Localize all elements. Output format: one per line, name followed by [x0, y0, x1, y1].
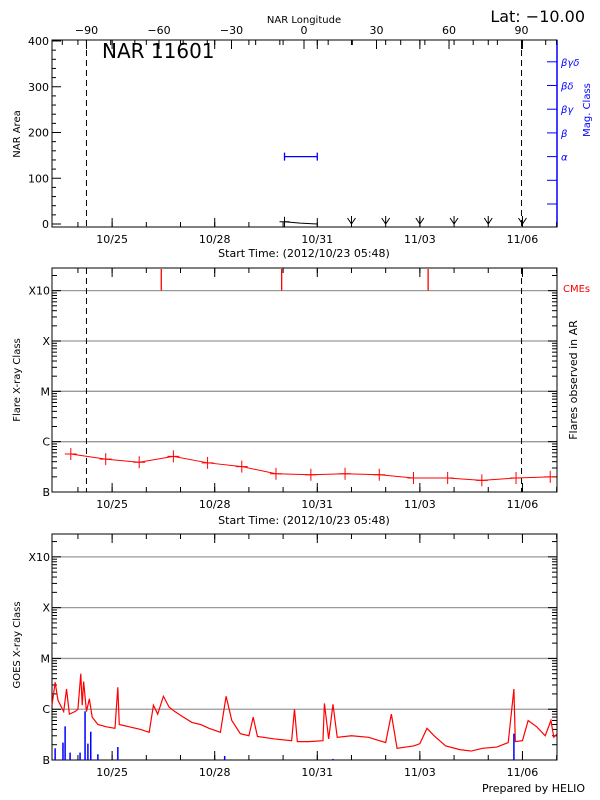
area-point-marker: [279, 216, 290, 227]
x-axis-title: Start Time: (2012/10/23 05:48): [218, 514, 390, 527]
plot-frame: [51, 39, 558, 228]
flare-point: [407, 471, 420, 484]
mag-class-label: βγ: [560, 105, 574, 116]
x-tick-label: 11/03: [404, 498, 436, 511]
x-tick-label: 10/25: [96, 233, 128, 246]
x-tick-label: 10/25: [96, 498, 128, 511]
x-tick-label: 10/28: [199, 233, 231, 246]
flare-point: [133, 456, 146, 469]
x-tick-label: 11/06: [507, 498, 539, 511]
flare-point: [339, 467, 352, 480]
goes-long-channel-line: [51, 673, 558, 752]
flare-point: [510, 471, 523, 484]
x-tick-label: 10/28: [199, 766, 231, 779]
y-tick-label: C: [42, 703, 50, 716]
flare-point: [544, 470, 557, 483]
y-tick-label: B: [42, 754, 50, 767]
y-axis-title: GOES X-ray Class: [12, 601, 23, 688]
zero-area-marker: [415, 216, 425, 225]
y-tick-label: M: [41, 652, 51, 665]
flare-class-panel: B C M X X10 10/25 10/28 10/31 11/03 11/06 Start Ti…: [12, 267, 590, 527]
y-tick-label: 300: [28, 81, 49, 94]
plot-frame: [51, 533, 558, 761]
flare-point: [373, 468, 386, 481]
zero-area-marker: [518, 216, 527, 225]
x-axis-title: Start Time: (2012/10/23 05:48): [218, 247, 390, 260]
y2-axis-title: Mag. Class: [582, 83, 593, 137]
y-tick-label: 100: [28, 172, 49, 185]
x-tick-label: 10/31: [301, 766, 333, 779]
flare-point: [201, 456, 214, 469]
x-tick-label: 11/06: [507, 766, 539, 779]
x-tick-label: 11/03: [404, 766, 436, 779]
zero-area-marker: [381, 216, 391, 225]
y2-axis-title: Flares observed in AR: [567, 320, 580, 440]
nar-area-panel: 0 100 200 300 400 NAR Area −90 −60 −30 0 30 60 90 NAR…: [12, 15, 593, 260]
y-tick-label: 200: [28, 127, 49, 140]
y-tick-label: X10: [28, 285, 50, 298]
y-tick-label: 0: [42, 218, 49, 231]
flare-point: [167, 450, 180, 463]
flare-point: [269, 467, 282, 480]
zero-area-marker: [483, 216, 493, 225]
lon-tick-label: −90: [75, 24, 98, 37]
zero-area-marker: [347, 216, 356, 225]
mag-class-label: β: [560, 129, 568, 140]
x-tick-label: 10/31: [301, 498, 333, 511]
plot-frame: [51, 267, 558, 493]
prepared-by-label: Prepared by HELIO: [482, 782, 585, 795]
top-axis-title: NAR Longitude: [267, 15, 341, 26]
y-tick-label: 400: [28, 35, 49, 48]
y-axis-title: Flare X-ray Class: [12, 338, 23, 422]
mag-class-label: α: [561, 153, 568, 164]
goes-xray-panel: B C M X X10 10/25 10/28 10/31 11/03 11/06 GOES X-r…: [12, 533, 558, 779]
zero-area-marker: [449, 216, 459, 225]
flare-point: [475, 474, 488, 487]
y-tick-label: C: [42, 436, 50, 449]
flare-point: [304, 468, 317, 481]
lon-tick-label: 30: [370, 24, 384, 37]
flare-point: [64, 447, 77, 460]
area-line: [284, 221, 318, 225]
y-tick-label: B: [42, 486, 50, 499]
mag-class-label: βγδ: [560, 58, 579, 69]
flare-point: [441, 471, 454, 484]
mag-class-label: βδ: [560, 82, 574, 93]
cme-label: CMEs: [563, 284, 590, 295]
latitude-label: Lat: −10.00: [490, 7, 585, 26]
lon-tick-label: −30: [220, 24, 243, 37]
x-tick-label: 11/06: [507, 233, 539, 246]
lon-tick-label: −60: [147, 24, 170, 37]
flare-point: [235, 460, 248, 473]
y-axis-title: NAR Area: [12, 110, 23, 157]
y-tick-label: X10: [28, 551, 50, 564]
x-tick-label: 11/03: [404, 233, 436, 246]
x-tick-label: 10/25: [96, 766, 128, 779]
lon-tick-label: 90: [515, 24, 529, 37]
x-tick-label: 10/28: [199, 498, 231, 511]
y-tick-label: M: [41, 385, 51, 398]
lon-tick-label: 0: [301, 24, 308, 37]
region-title: NAR 11601: [102, 39, 215, 63]
flare-point: [99, 453, 112, 466]
mag-class-bar: [283, 152, 318, 161]
lon-tick-label: 60: [442, 24, 456, 37]
x-tick-label: 10/31: [301, 233, 333, 246]
y-tick-label: X: [42, 602, 50, 615]
y-tick-label: X: [42, 335, 50, 348]
